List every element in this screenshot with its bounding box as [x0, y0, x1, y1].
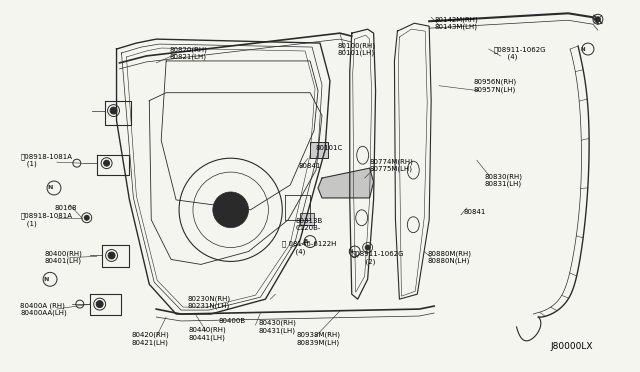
- Text: 80841: 80841: [464, 209, 486, 215]
- Text: 80313B
C120B-: 80313B C120B-: [295, 218, 323, 231]
- Text: N: N: [44, 277, 49, 282]
- Circle shape: [108, 252, 115, 259]
- Text: ⓝ08911-1062G
      (2): ⓝ08911-1062G (2): [352, 250, 404, 264]
- Text: 80101C: 80101C: [315, 145, 342, 151]
- Text: 80400A (RH)
80400AA(LH): 80400A (RH) 80400AA(LH): [20, 302, 67, 316]
- Circle shape: [595, 17, 600, 22]
- Text: 80142M(RH)
80143M(LH): 80142M(RH) 80143M(LH): [434, 16, 478, 30]
- Text: 80430(RH)
80431(LH): 80430(RH) 80431(LH): [259, 320, 296, 334]
- Text: 80938M(RH)
80839M(LH): 80938M(RH) 80839M(LH): [296, 332, 340, 346]
- Text: 80830(RH)
80831(LH): 80830(RH) 80831(LH): [484, 173, 523, 187]
- Text: 80400B: 80400B: [219, 318, 246, 324]
- Circle shape: [84, 215, 89, 220]
- Circle shape: [365, 245, 370, 250]
- Circle shape: [96, 301, 103, 308]
- Text: 80440(RH)
80441(LH): 80440(RH) 80441(LH): [189, 327, 227, 341]
- Circle shape: [104, 160, 109, 166]
- Text: 80168: 80168: [54, 205, 77, 211]
- Polygon shape: [318, 168, 374, 198]
- Text: N: N: [349, 249, 353, 254]
- FancyBboxPatch shape: [300, 213, 314, 225]
- Text: 80880M(RH)
80880N(LH): 80880M(RH) 80880N(LH): [427, 250, 471, 264]
- Circle shape: [110, 107, 117, 114]
- Text: N: N: [47, 186, 52, 190]
- Text: 80841: 80841: [298, 163, 321, 169]
- Text: B: B: [304, 239, 308, 244]
- Text: 80820(RH)
80821(LH): 80820(RH) 80821(LH): [169, 46, 207, 60]
- Text: ⓝ08918-1081A
   (1): ⓝ08918-1081A (1): [20, 153, 72, 167]
- Text: Ⓑ 08146-6122H
      (4): Ⓑ 08146-6122H (4): [282, 240, 337, 254]
- Text: 80420(RH)
80421(LH): 80420(RH) 80421(LH): [131, 332, 169, 346]
- Text: 80100(RH)
80101(LH): 80100(RH) 80101(LH): [338, 42, 376, 56]
- Text: ⓝ08918-1081A
   (1): ⓝ08918-1081A (1): [20, 213, 72, 227]
- Text: J80000LX: J80000LX: [550, 342, 593, 351]
- Text: 80230N(RH)
80231N(LH): 80230N(RH) 80231N(LH): [187, 295, 230, 309]
- Text: N: N: [580, 46, 586, 52]
- Text: ⓝ08911-1062G
      (4): ⓝ08911-1062G (4): [493, 46, 546, 60]
- Text: 80956N(RH)
80957N(LH): 80956N(RH) 80957N(LH): [474, 79, 517, 93]
- Circle shape: [213, 192, 248, 228]
- Text: 80400(RH)
80401(LH): 80400(RH) 80401(LH): [44, 250, 82, 264]
- FancyBboxPatch shape: [310, 142, 328, 158]
- Text: 80774M(RH)
80775M(LH): 80774M(RH) 80775M(LH): [370, 158, 413, 172]
